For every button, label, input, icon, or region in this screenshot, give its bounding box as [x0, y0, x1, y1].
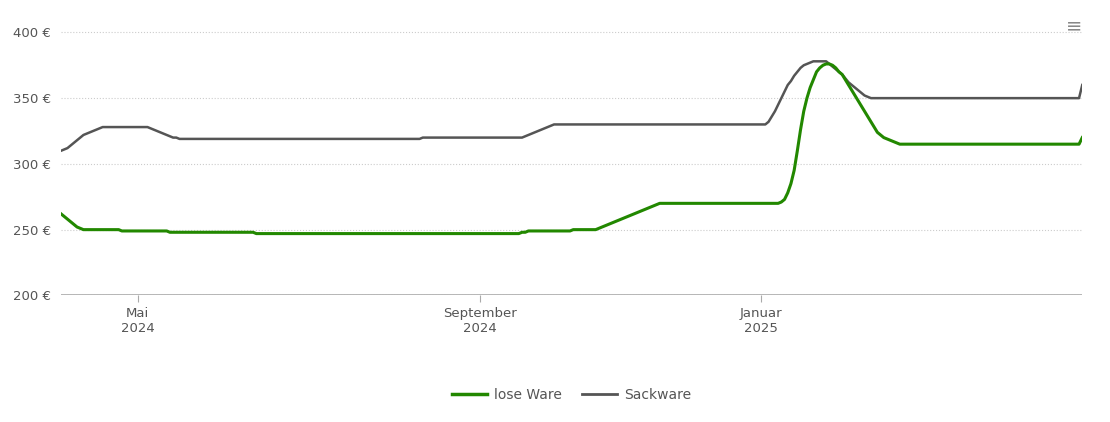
- Text: ≡: ≡: [1066, 17, 1082, 36]
- Legend: lose Ware, Sackware: lose Ware, Sackware: [446, 382, 697, 407]
